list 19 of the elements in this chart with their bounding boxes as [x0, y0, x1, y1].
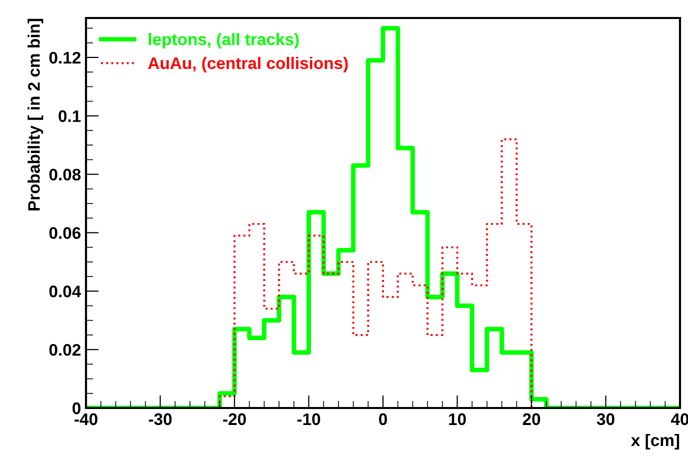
x-axis-title: x [cm] — [631, 434, 680, 450]
legend-label: leptons, (all tracks) — [148, 33, 299, 49]
x-tick-label: -40 — [74, 413, 98, 426]
y-tick-label: 0.04 — [49, 286, 82, 298]
x-tick-label: 10 — [449, 413, 466, 426]
y-tick-label: 0.1 — [58, 110, 81, 122]
y-tick-label: 0.06 — [49, 227, 81, 239]
x-tick-label: -10 — [297, 413, 320, 426]
x-tick-label: -30 — [148, 413, 172, 426]
y-tick-label: 0.12 — [49, 52, 80, 64]
y-axis-title: Probability [ in 2 cm bin] — [28, 18, 44, 210]
y-tick-label: 0.02 — [49, 344, 80, 356]
x-tick-label: 0 — [379, 413, 387, 426]
x-tick-label: -20 — [223, 413, 246, 426]
x-tick-label: 20 — [522, 413, 540, 426]
legend-label: AuAu, (central collisions) — [148, 56, 348, 72]
y-tick-label: 0 — [72, 402, 80, 414]
x-tick-label: 30 — [596, 413, 614, 426]
y-tick-label: 0.08 — [49, 168, 81, 180]
